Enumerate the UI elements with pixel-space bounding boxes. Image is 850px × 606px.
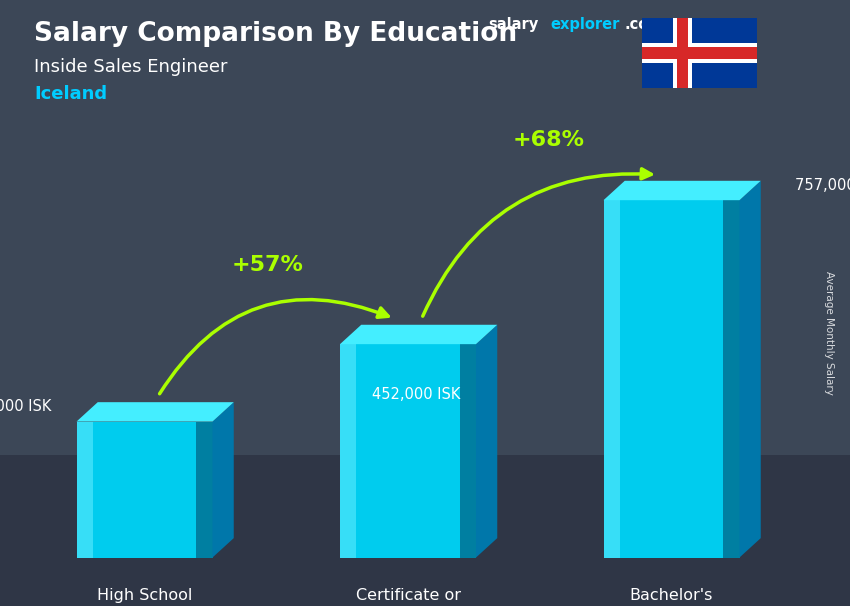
Bar [672, 18, 692, 88]
Text: Inside Sales Engineer: Inside Sales Engineer [34, 58, 228, 76]
Polygon shape [340, 344, 356, 558]
Polygon shape [76, 402, 234, 422]
Text: High School: High School [97, 588, 192, 603]
Polygon shape [604, 200, 620, 558]
Polygon shape [723, 200, 740, 558]
Polygon shape [212, 402, 234, 558]
Polygon shape [460, 344, 476, 558]
Polygon shape [340, 344, 476, 558]
Text: 757,000 ISK: 757,000 ISK [795, 178, 850, 193]
Text: +57%: +57% [232, 255, 303, 275]
Bar [642, 47, 756, 59]
Text: 452,000 ISK: 452,000 ISK [372, 387, 461, 402]
Polygon shape [604, 200, 740, 558]
Bar [642, 43, 756, 63]
Text: 288,000 ISK: 288,000 ISK [0, 399, 51, 414]
Bar [0, 454, 850, 606]
Polygon shape [76, 422, 93, 558]
Polygon shape [340, 325, 497, 344]
Text: Bachelor's
Degree: Bachelor's Degree [630, 588, 713, 606]
Polygon shape [740, 181, 761, 558]
Text: Certificate or
Diploma: Certificate or Diploma [355, 588, 461, 606]
Bar [677, 18, 688, 88]
Polygon shape [604, 181, 761, 200]
FancyArrowPatch shape [160, 299, 388, 394]
FancyArrowPatch shape [422, 169, 651, 316]
Polygon shape [76, 422, 212, 558]
Text: explorer: explorer [550, 17, 620, 32]
Text: Average Monthly Salary: Average Monthly Salary [824, 271, 834, 395]
Text: salary: salary [489, 17, 539, 32]
Text: Salary Comparison By Education: Salary Comparison By Education [34, 21, 517, 47]
Polygon shape [476, 325, 497, 558]
Text: +68%: +68% [513, 130, 584, 150]
Text: .com: .com [625, 17, 664, 32]
Text: Iceland: Iceland [34, 85, 107, 103]
Polygon shape [196, 422, 212, 558]
